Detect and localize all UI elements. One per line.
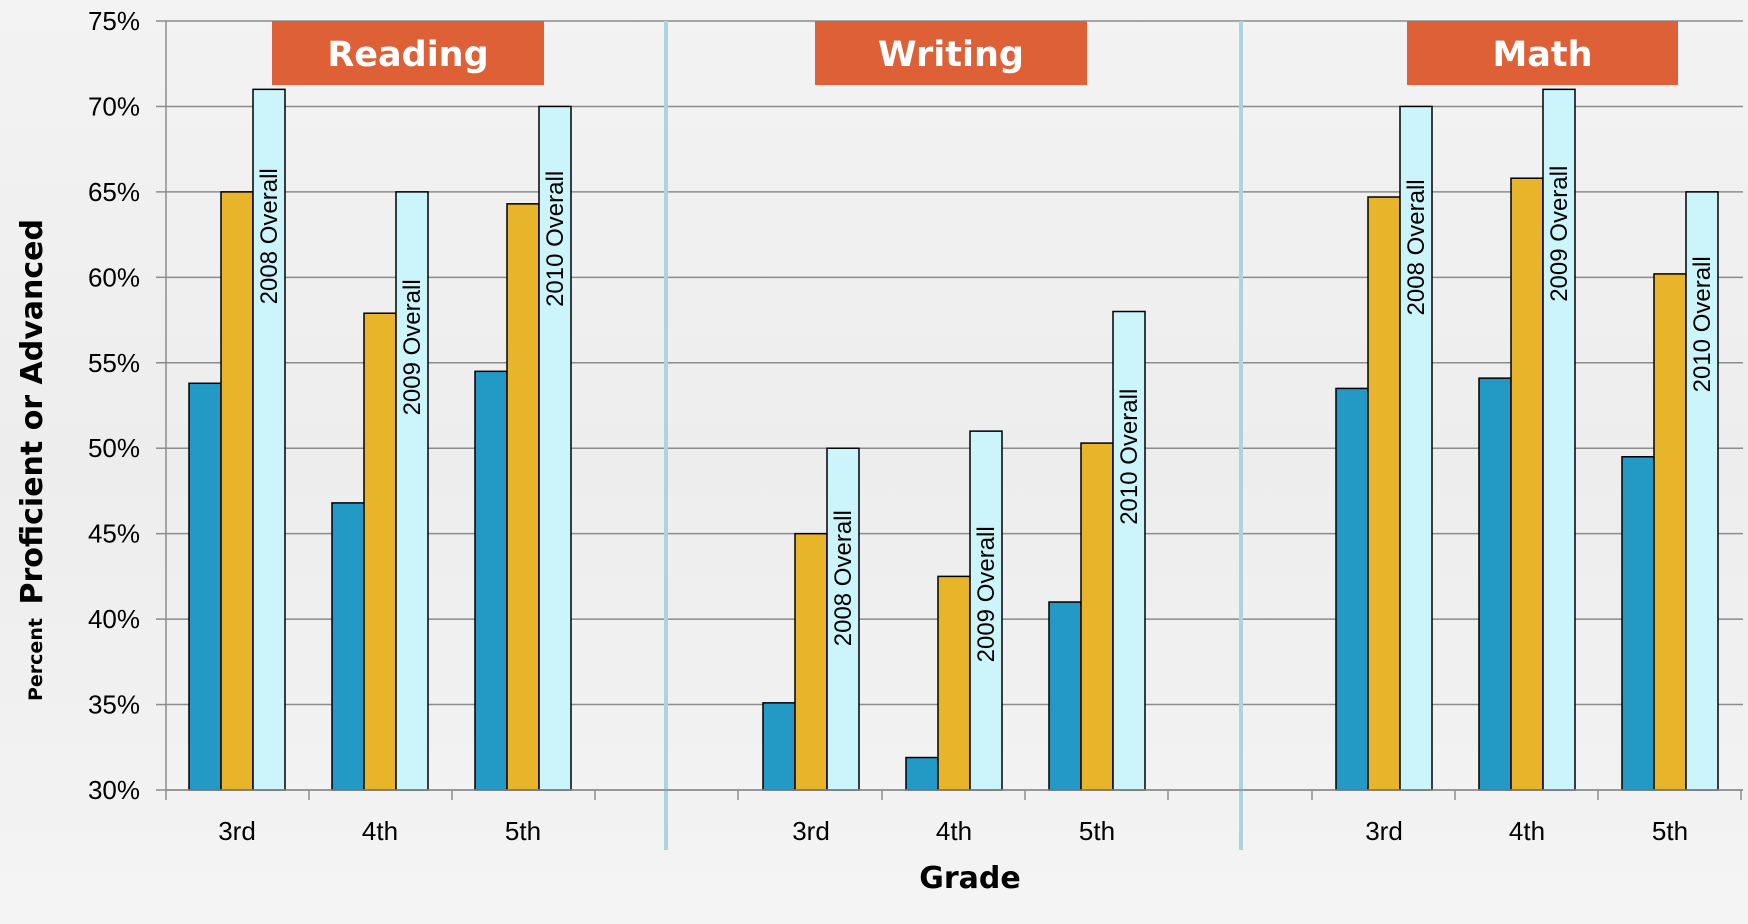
panel-titles: Reading Writing Math — [272, 21, 1678, 85]
bar-reading-4th-s1 — [363, 312, 397, 791]
y-tick-label-0: 30% — [88, 775, 140, 805]
bar-math-4th-s0 — [1478, 377, 1512, 791]
bar-label-math-3rd: 2008 Overall — [1403, 179, 1430, 315]
bar-label-math-4th: 2009 Overall — [1546, 166, 1573, 302]
y-axis-title-small: Percent — [25, 618, 47, 701]
y-tick-label-9: 75% — [88, 6, 140, 36]
bar-label-writing-4th: 2009 Overall — [973, 526, 1000, 662]
panel-title-reading: Reading — [327, 35, 488, 75]
y-tick-label-7: 65% — [88, 177, 140, 207]
x-axis-title: Grade — [919, 861, 1020, 896]
bar-math-3rd-s2 — [1399, 105, 1433, 791]
bar-writing-5th-s0 — [1048, 601, 1082, 791]
bar-label-math-5th: 2010 Overall — [1689, 256, 1716, 392]
bar-math-3rd-s0 — [1335, 387, 1369, 791]
y-tick-label-5: 55% — [88, 348, 140, 378]
bar-math-5th-s0 — [1621, 456, 1655, 791]
y-tick-label-8: 70% — [88, 91, 140, 121]
x-category-label-math-4th: 4th — [1509, 816, 1545, 846]
panel-title-box-reading — [272, 21, 544, 85]
x-category-label-writing-4th: 4th — [936, 816, 972, 846]
bar-reading-5th-s0 — [474, 370, 508, 791]
bar-writing-5th-s1 — [1080, 442, 1114, 791]
x-category-label-writing-5th: 5th — [1079, 816, 1115, 846]
bar-label-writing-3rd: 2008 Overall — [830, 510, 857, 646]
bar-reading-5th-s1 — [506, 203, 540, 791]
bar-reading-3rd-s2 — [252, 88, 286, 791]
bar-writing-3rd-s0 — [762, 702, 796, 791]
x-category-label-math-5th: 5th — [1652, 816, 1688, 846]
y-tick-label-4: 50% — [88, 433, 140, 463]
axes: 30% 35% 40% 45% 50% 55% 60% 65% 70% 75% 3rd 4th 5th 3… — [88, 6, 1743, 850]
y-tick-label-3: 45% — [88, 519, 140, 549]
labels: 2008 Overall 2009 Overall 2010 Overall 2008… — [256, 166, 1716, 663]
bar-label-reading-5th: 2010 Overall — [542, 171, 569, 307]
bar-label-reading-4th: 2009 Overall — [399, 279, 426, 415]
bars — [188, 88, 1719, 791]
panel-title-box-math — [1407, 21, 1678, 85]
y-axis-title: Percent Proficient or Advanced — [15, 219, 50, 701]
bar-writing-4th-s2 — [969, 430, 1003, 791]
x-category-label-writing-3rd: 3rd — [792, 816, 830, 846]
y-tick-label-6: 60% — [88, 262, 140, 292]
bar-reading-4th-s2 — [395, 191, 429, 791]
bar-writing-4th-s0 — [905, 756, 939, 791]
bar-reading-4th-s0 — [331, 502, 365, 791]
y-axis-title-big: Proficient or Advanced — [15, 219, 50, 605]
bar-math-4th-s1 — [1510, 177, 1544, 791]
x-category-label-reading-4th: 4th — [362, 816, 398, 846]
y-tick-label-2: 40% — [88, 604, 140, 634]
x-category-label-reading-3rd: 3rd — [218, 816, 256, 846]
bar-math-3rd-s1 — [1367, 196, 1401, 791]
bar-writing-3rd-s1 — [794, 532, 828, 791]
panel-title-math: Math — [1492, 35, 1592, 75]
bar-writing-3rd-s2 — [826, 447, 860, 791]
bar-writing-4th-s1 — [937, 575, 971, 791]
bar-label-reading-3rd: 2008 Overall — [256, 168, 283, 304]
x-category-label-reading-5th: 5th — [505, 816, 541, 846]
bar-math-4th-s2 — [1542, 88, 1576, 791]
y-tick-label-1: 35% — [88, 690, 140, 720]
x-category-label-math-3rd: 3rd — [1365, 816, 1403, 846]
panel-title-box-writing — [815, 21, 1087, 85]
bar-writing-5th-s2 — [1112, 310, 1146, 791]
bar-label-writing-5th: 2010 Overall — [1116, 389, 1143, 525]
panel-title-writing: Writing — [878, 35, 1024, 75]
bar-reading-3rd-s0 — [188, 382, 222, 791]
bar-reading-3rd-s1 — [220, 191, 254, 791]
bar-math-5th-s1 — [1653, 273, 1687, 791]
